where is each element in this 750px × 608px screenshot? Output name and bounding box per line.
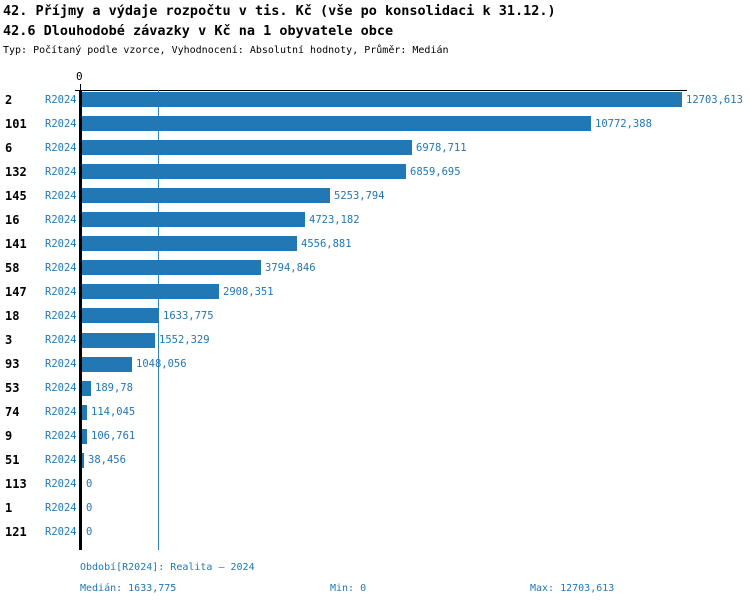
bar (82, 453, 84, 468)
bar (82, 405, 87, 420)
row-rank-label: 6 (5, 141, 13, 155)
row-period-label: R2024 (45, 118, 77, 130)
bar (82, 429, 87, 444)
bar-value-label: 1048,056 (136, 358, 187, 370)
row-period-label: R2024 (45, 358, 77, 370)
bar-value-label: 12703,613 (686, 94, 743, 106)
row-period-label: R2024 (45, 454, 77, 466)
row-period-label: R2024 (45, 238, 77, 250)
bar-value-label: 0 (86, 478, 93, 490)
row-rank-label: 145 (5, 189, 27, 203)
row-period-label: R2024 (45, 166, 77, 178)
row-rank-label: 93 (5, 357, 20, 371)
report-title-line1: 42. Příjmy a výdaje rozpočtu v tis. Kč (… (3, 3, 556, 19)
row-period-label: R2024 (45, 286, 77, 298)
row-rank-label: 101 (5, 117, 27, 131)
row-period-label: R2024 (45, 214, 77, 226)
bar (82, 116, 591, 131)
bar-value-label: 0 (86, 502, 93, 514)
bar (82, 308, 159, 323)
row-period-label: R2024 (45, 478, 77, 490)
row-rank-label: 16 (5, 213, 20, 227)
bar (82, 284, 219, 299)
row-rank-label: 51 (5, 453, 20, 467)
row-period-label: R2024 (45, 190, 77, 202)
bar-value-label: 6978,711 (416, 142, 467, 154)
bar-value-label: 0 (86, 526, 93, 538)
row-rank-label: 53 (5, 381, 20, 395)
row-period-label: R2024 (45, 406, 77, 418)
row-rank-label: 1 (5, 501, 13, 515)
row-period-label: R2024 (45, 382, 77, 394)
row-rank-label: 3 (5, 333, 13, 347)
row-period-label: R2024 (45, 262, 77, 274)
bar-value-label: 189,78 (95, 382, 133, 394)
row-rank-label: 74 (5, 405, 20, 419)
x-axis-zero-label: 0 (76, 70, 83, 83)
row-rank-label: 18 (5, 309, 20, 323)
bar-value-label: 106,761 (91, 430, 136, 442)
row-rank-label: 147 (5, 285, 27, 299)
row-rank-label: 2 (5, 93, 13, 107)
row-rank-label: 141 (5, 237, 27, 251)
bar (82, 164, 406, 179)
bar-value-label: 4556,881 (301, 238, 352, 250)
row-period-label: R2024 (45, 502, 77, 514)
bar (82, 236, 297, 251)
row-rank-label: 113 (5, 477, 27, 491)
bar-value-label: 38,456 (88, 454, 126, 466)
bar (82, 140, 412, 155)
bar-value-label: 1552,329 (159, 334, 210, 346)
bar-value-label: 3794,846 (265, 262, 316, 274)
bar-value-label: 6859,695 (410, 166, 461, 178)
row-period-label: R2024 (45, 94, 77, 106)
x-axis-line (75, 90, 687, 91)
row-period-label: R2024 (45, 310, 77, 322)
row-rank-label: 132 (5, 165, 27, 179)
footer-median-label: Medián: 1633,775 (80, 583, 177, 594)
row-period-label: R2024 (45, 430, 77, 442)
bar-value-label: 10772,388 (595, 118, 652, 130)
bar-value-label: 5253,794 (334, 190, 385, 202)
row-period-label: R2024 (45, 142, 77, 154)
bar (82, 357, 132, 372)
bar-value-label: 2908,351 (223, 286, 274, 298)
report-title-line2: 42.6 Dlouhodobé závazky v Kč na 1 obyvat… (3, 23, 394, 39)
row-rank-label: 121 (5, 525, 27, 539)
footer-period-label: Období[R2024]: Realita – 2024 (80, 562, 255, 573)
bar-value-label: 4723,182 (309, 214, 360, 226)
y-axis-line (79, 90, 82, 550)
row-rank-label: 9 (5, 429, 13, 443)
x-axis-zero-tick (80, 84, 81, 90)
bar-value-label: 1633,775 (163, 310, 214, 322)
footer-max-label: Max: 12703,613 (530, 583, 615, 594)
row-period-label: R2024 (45, 334, 77, 346)
bar (82, 92, 682, 107)
row-period-label: R2024 (45, 526, 77, 538)
bar-value-label: 114,045 (91, 406, 136, 418)
bar (82, 381, 91, 396)
bar (82, 260, 261, 275)
row-rank-label: 58 (5, 261, 20, 275)
bar (82, 212, 305, 227)
report-meta-line: Typ: Počítaný podle vzorce, Vyhodnocení:… (3, 45, 449, 56)
footer-min-label: Min: 0 (330, 583, 367, 594)
bar (82, 333, 155, 348)
bar (82, 188, 330, 203)
